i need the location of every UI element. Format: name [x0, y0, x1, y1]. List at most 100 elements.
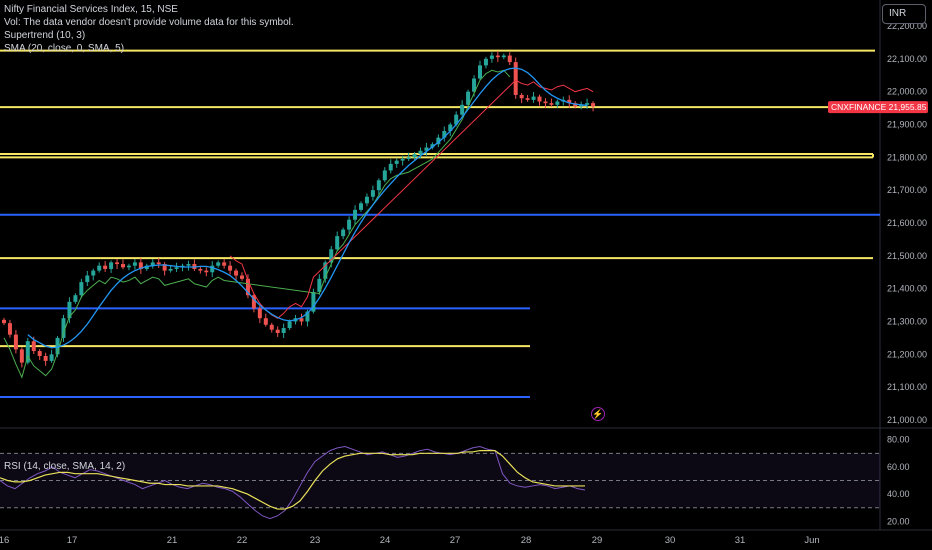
candle-body — [323, 262, 328, 279]
rsi-tick-label: 60.00 — [887, 462, 910, 472]
candle-body — [109, 262, 114, 269]
volume-legend: Vol: The data vendor doesn't provide vol… — [4, 17, 294, 28]
time-tick-label: 29 — [592, 535, 603, 546]
candle-body — [507, 55, 512, 63]
candle-body — [31, 341, 36, 352]
price-tick-label: 21,500.00 — [887, 251, 927, 261]
candle-body — [25, 341, 30, 363]
candle-body — [460, 104, 465, 115]
candle-body — [579, 104, 584, 107]
candle-body — [394, 160, 399, 164]
candle-body — [222, 262, 227, 266]
supertrend-up-line — [3, 69, 511, 379]
candle-body — [216, 262, 221, 266]
candle-body — [430, 144, 435, 148]
candle-body — [174, 267, 179, 269]
candle-body — [228, 265, 233, 271]
candle-body — [382, 170, 387, 181]
candle-body — [299, 318, 304, 322]
currency-button[interactable]: INR — [882, 4, 926, 24]
sma-legend[interactable]: SMA (20, close, 0, SMA, 5) — [4, 43, 125, 54]
candle-body — [454, 114, 459, 125]
price-tick-label: 22,000.00 — [887, 87, 927, 97]
candle-body — [472, 78, 477, 92]
candle-body — [501, 55, 506, 58]
candle-body — [495, 55, 500, 58]
time-tick-label: 27 — [450, 535, 461, 546]
lightning-icon[interactable]: ⚡ — [591, 407, 605, 421]
candle-body — [2, 319, 6, 324]
time-tick-label: 16 — [0, 535, 9, 546]
candle-body — [234, 270, 239, 276]
candle-body — [388, 163, 393, 171]
candle-body — [281, 328, 286, 333]
last-price-label: CNXFINANCE 21,955.85 — [831, 102, 927, 112]
price-tick-label: 21,700.00 — [887, 185, 927, 195]
candle-body — [73, 295, 78, 302]
rsi-ma-line — [0, 449, 585, 510]
candle-body — [210, 265, 215, 273]
candle-body — [573, 103, 578, 107]
candle-body — [7, 323, 12, 335]
candle-body — [329, 249, 334, 263]
candle-body — [275, 329, 280, 333]
candle-body — [436, 137, 441, 145]
rsi-tick-label: 40.00 — [887, 489, 910, 499]
candle-body — [466, 91, 471, 105]
price-tick-label: 21,900.00 — [887, 120, 927, 130]
candle-body — [400, 158, 405, 161]
candle-body — [353, 209, 358, 220]
candle-body — [198, 268, 203, 271]
candle-body — [376, 180, 381, 191]
supertrend-down-line — [229, 79, 594, 319]
time-tick-label: Jun — [804, 535, 819, 546]
candle-body — [115, 262, 120, 265]
candle-body — [150, 262, 155, 266]
supertrend-legend[interactable]: Supertrend (10, 3) — [4, 30, 86, 41]
candle-body — [478, 65, 482, 79]
candle-body — [79, 282, 84, 296]
price-tick-label: 22,100.00 — [887, 54, 927, 64]
rsi-band-fill — [0, 453, 880, 508]
candle-body — [537, 96, 542, 102]
rsi-line — [0, 445, 586, 520]
candle-body — [269, 324, 274, 330]
candle-body — [144, 265, 149, 269]
candle-body — [311, 291, 316, 312]
candle-body — [412, 154, 417, 158]
candle-body — [359, 203, 363, 210]
price-tick-label: 21,600.00 — [887, 218, 927, 228]
price-tick-label: 21,300.00 — [887, 317, 927, 327]
candle-body — [245, 278, 250, 296]
rsi-legend[interactable]: RSI (14, close, SMA, 14, 2) — [4, 461, 126, 472]
candle-body — [335, 236, 340, 250]
candle-body — [341, 229, 346, 237]
candle-body — [442, 131, 447, 138]
symbol-title[interactable]: Nifty Financial Services Index, 15, NSE — [4, 4, 178, 15]
candle-body — [543, 101, 548, 104]
candle-body — [168, 268, 173, 271]
candle-body — [305, 311, 310, 322]
candle-body — [263, 318, 268, 325]
candle-body — [132, 262, 137, 266]
candle-body — [418, 150, 423, 155]
candle-body — [55, 337, 60, 355]
candle-body — [549, 103, 554, 105]
sma-line — [27, 67, 588, 349]
candle-body — [591, 103, 596, 107]
price-tick-label: 21,200.00 — [887, 349, 927, 359]
candle-body — [49, 354, 54, 361]
candle-body — [67, 301, 72, 319]
candle-body — [317, 278, 322, 292]
time-tick-label: 17 — [67, 535, 78, 546]
candle-body — [138, 262, 143, 269]
candle-body — [483, 58, 488, 66]
candle-body — [370, 190, 375, 197]
time-tick-label: 30 — [665, 535, 676, 546]
candle-body — [531, 96, 536, 100]
candle-body — [61, 318, 66, 338]
candle-body — [347, 219, 352, 230]
candle-body — [126, 265, 131, 268]
time-tick-label: 24 — [380, 535, 391, 546]
